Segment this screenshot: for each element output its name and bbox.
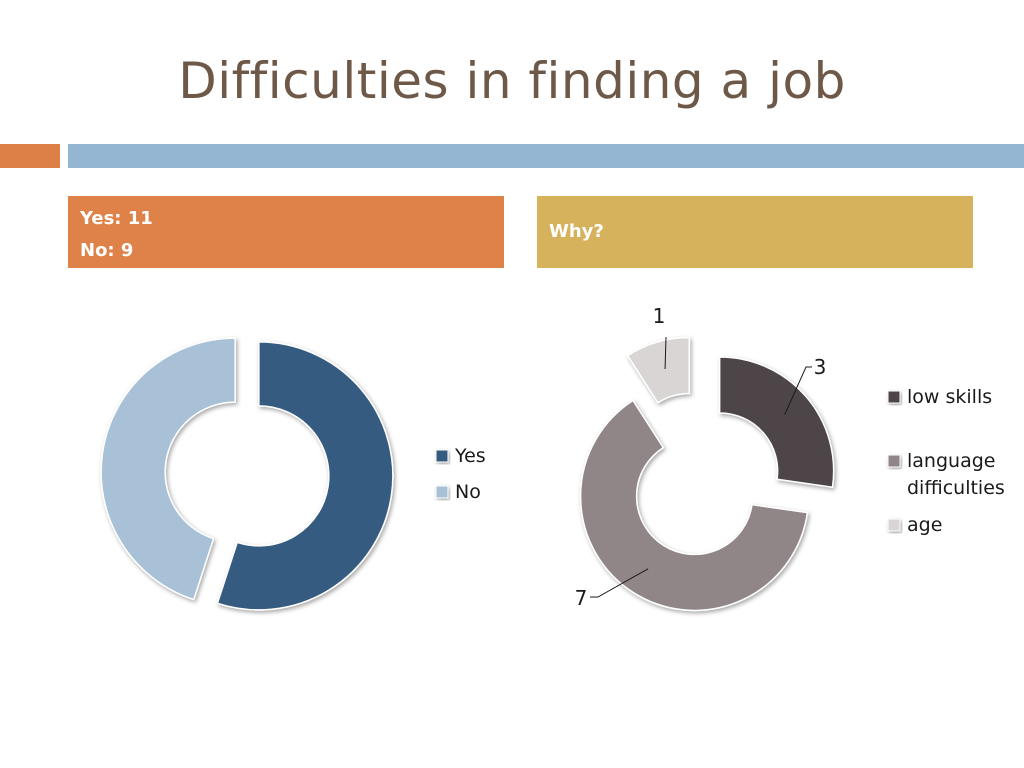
why-doughnut-chart: 3 7 1 low skills language difficulties age [575, 304, 1005, 612]
accent-band-orange [0, 144, 60, 168]
legend-swatch-age [887, 518, 901, 532]
legend-label-low-skills: low skills [907, 386, 992, 408]
data-label-low-skills: 3 [814, 355, 827, 379]
doughnut-segment-yes [216, 341, 394, 611]
legend-label-age: age [907, 514, 942, 536]
data-label-language-difficulties: 7 [575, 586, 588, 610]
legend-swatch-low-skills [887, 390, 901, 404]
legend-label-language-difficulties: language difficulties [907, 450, 1005, 499]
leader-line-low-skills [784, 366, 812, 415]
legend-label-no: No [455, 481, 481, 503]
leader-line-age [664, 336, 667, 370]
data-label-age: 1 [653, 304, 666, 328]
summary-yes-line: Yes: 11 [80, 208, 153, 229]
legend-swatch-no [435, 485, 449, 499]
legend-swatch-language-difficulties [887, 454, 901, 468]
yes-no-summary-box: Yes: 11 No: 9 [68, 196, 504, 268]
doughnut-segment-low-skills [718, 356, 835, 489]
why-box: Why? [537, 196, 973, 268]
summary-no-line: No: 9 [80, 240, 134, 261]
yes-no-doughnut-chart: Yes No [100, 337, 486, 611]
why-heading: Why? [549, 221, 604, 242]
doughnut-segment-no [100, 337, 236, 601]
legend-swatch-yes [435, 449, 449, 463]
legend-label-yes: Yes [454, 445, 486, 467]
slide-title: Difficulties in finding a job [178, 52, 846, 110]
leader-line-language-difficulties [590, 568, 649, 598]
doughnut-segment-language-difficulties [579, 399, 809, 612]
accent-band-blue [68, 144, 1024, 168]
doughnut-segment-age [626, 336, 691, 404]
